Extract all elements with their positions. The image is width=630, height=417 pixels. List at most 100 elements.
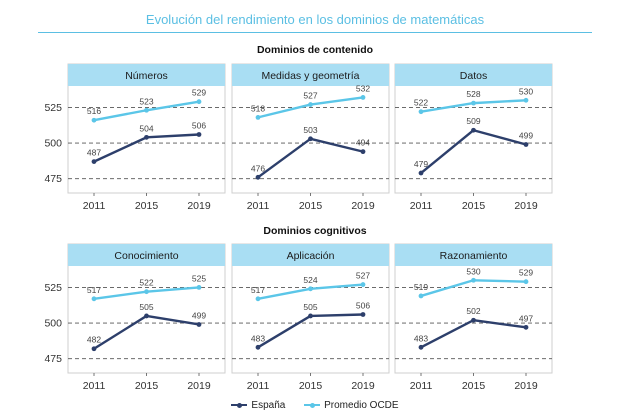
y-tick-label-conocimiento-525: 525 xyxy=(44,282,62,294)
panel-header-conocimiento xyxy=(68,244,225,266)
data-label-numeros-promedio-ocde-2015: 523 xyxy=(139,96,153,106)
data-label-conocimiento-espana-2011: 482 xyxy=(87,335,101,345)
data-point-razonamiento-espana-2019 xyxy=(523,324,529,330)
data-point-numeros-espana-2015 xyxy=(144,134,149,140)
x-tick-label-datos-2011: 2011 xyxy=(410,200,433,212)
data-label-numeros-espana-2011: 487 xyxy=(87,148,101,158)
title-divider xyxy=(38,32,592,33)
data-point-razonamiento-promedio-ocde-2019 xyxy=(523,279,529,285)
data-label-razonamiento-promedio-ocde-2011: 519 xyxy=(414,282,428,292)
data-point-aplicacion-promedio-ocde-2011 xyxy=(255,296,261,302)
data-label-medidas-y-geometria-promedio-ocde-2015: 527 xyxy=(303,91,317,101)
data-label-aplicacion-espana-2015: 505 xyxy=(303,302,317,312)
panel-title-razonamiento: Razonamiento xyxy=(440,250,508,262)
data-point-conocimiento-espana-2011 xyxy=(91,346,97,352)
data-point-aplicacion-promedio-ocde-2015 xyxy=(308,286,313,292)
data-label-razonamiento-espana-2019: 497 xyxy=(519,313,533,323)
data-label-datos-promedio-ocde-2019: 530 xyxy=(519,86,533,96)
data-label-razonamiento-promedio-ocde-2019: 529 xyxy=(519,268,533,278)
panel-header-numeros xyxy=(68,64,225,86)
y-tick-label-conocimiento-500: 500 xyxy=(44,318,62,330)
data-point-datos-promedio-ocde-2011 xyxy=(418,109,424,115)
data-label-datos-promedio-ocde-2015: 528 xyxy=(466,89,480,99)
data-point-conocimiento-espana-2015 xyxy=(144,313,149,319)
data-point-medidas-y-geometria-promedio-ocde-2019 xyxy=(360,95,366,100)
data-point-razonamiento-promedio-ocde-2015 xyxy=(471,277,476,283)
legend-item-espana: España xyxy=(231,400,285,411)
data-label-numeros-promedio-ocde-2019: 529 xyxy=(192,88,206,98)
y-tick-label-conocimiento-475: 475 xyxy=(44,353,62,365)
legend-swatch-espana xyxy=(231,402,248,408)
data-label-datos-espana-2015: 509 xyxy=(466,116,480,126)
legend-swatch-ocde xyxy=(304,402,321,408)
x-tick-label-medidas-y-geometria-2015: 2015 xyxy=(299,200,323,212)
data-point-conocimiento-espana-2019 xyxy=(196,322,202,327)
data-label-razonamiento-espana-2011: 483 xyxy=(414,333,428,343)
data-label-datos-espana-2011: 479 xyxy=(414,159,428,169)
data-point-medidas-y-geometria-espana-2019 xyxy=(360,149,366,155)
data-point-medidas-y-geometria-espana-2011 xyxy=(255,174,261,180)
data-point-numeros-espana-2019 xyxy=(196,132,202,137)
data-point-datos-promedio-ocde-2019 xyxy=(523,97,529,103)
panel-title-aplicacion: Aplicación xyxy=(287,250,335,262)
data-point-aplicacion-espana-2015 xyxy=(308,313,313,319)
data-point-numeros-promedio-ocde-2019 xyxy=(196,99,202,105)
x-tick-label-razonamiento-2011: 2011 xyxy=(410,380,433,392)
data-point-numeros-espana-2011 xyxy=(91,159,97,165)
data-label-aplicacion-promedio-ocde-2019: 527 xyxy=(356,271,370,281)
panel-title-numeros: Números xyxy=(125,70,168,82)
data-point-numeros-promedio-ocde-2015 xyxy=(144,107,149,113)
data-label-medidas-y-geometria-promedio-ocde-2011: 518 xyxy=(251,103,265,113)
chart-title: Evolución del rendimiento en los dominio… xyxy=(145,12,485,27)
panel-header-datos xyxy=(395,64,552,86)
panel-title-datos: Datos xyxy=(460,70,487,82)
data-label-medidas-y-geometria-espana-2011: 476 xyxy=(251,163,265,173)
data-label-conocimiento-promedio-ocde-2019: 525 xyxy=(192,273,206,283)
y-tick-label-numeros-525: 525 xyxy=(44,102,62,114)
x-tick-label-datos-2019: 2019 xyxy=(514,200,538,212)
data-point-razonamiento-espana-2015 xyxy=(471,317,476,323)
data-point-razonamiento-espana-2011 xyxy=(418,344,424,350)
data-point-datos-promedio-ocde-2015 xyxy=(471,100,476,106)
data-point-conocimiento-promedio-ocde-2011 xyxy=(91,296,97,302)
data-label-numeros-espana-2019: 506 xyxy=(192,121,206,131)
data-point-aplicacion-espana-2019 xyxy=(360,312,366,317)
panel-title-conocimiento: Conocimiento xyxy=(114,250,178,262)
data-point-razonamiento-promedio-ocde-2011 xyxy=(418,293,424,299)
data-label-conocimiento-espana-2019: 499 xyxy=(192,310,206,320)
y-tick-label-numeros-475: 475 xyxy=(44,173,62,185)
data-point-medidas-y-geometria-espana-2015 xyxy=(308,136,313,142)
legend: España Promedio OCDE xyxy=(0,398,630,411)
x-tick-label-numeros-2015: 2015 xyxy=(135,200,159,212)
data-label-aplicacion-promedio-ocde-2011: 517 xyxy=(251,285,265,295)
data-label-conocimiento-espana-2015: 505 xyxy=(139,302,153,312)
data-label-aplicacion-espana-2019: 506 xyxy=(356,301,370,311)
legend-label-ocde: Promedio OCDE xyxy=(324,399,399,411)
data-label-razonamiento-promedio-ocde-2015: 530 xyxy=(466,266,480,276)
x-tick-label-aplicacion-2011: 2011 xyxy=(247,380,270,392)
x-tick-label-numeros-2011: 2011 xyxy=(83,200,106,212)
x-tick-label-conocimiento-2011: 2011 xyxy=(83,380,106,392)
x-tick-label-medidas-y-geometria-2019: 2019 xyxy=(351,200,375,212)
data-point-medidas-y-geometria-promedio-ocde-2015 xyxy=(308,102,313,107)
legend-label-espana: España xyxy=(251,399,286,411)
data-point-datos-espana-2019 xyxy=(523,142,529,147)
x-tick-label-razonamiento-2015: 2015 xyxy=(462,380,486,392)
x-tick-label-aplicacion-2015: 2015 xyxy=(299,380,323,392)
data-point-conocimiento-promedio-ocde-2015 xyxy=(144,289,149,295)
panel-header-razonamiento xyxy=(395,244,552,266)
data-point-aplicacion-espana-2011 xyxy=(255,344,261,350)
x-tick-label-numeros-2019: 2019 xyxy=(187,200,211,212)
x-tick-label-conocimiento-2019: 2019 xyxy=(187,380,211,392)
data-label-numeros-promedio-ocde-2011: 516 xyxy=(87,106,101,116)
data-label-datos-espana-2019: 499 xyxy=(519,130,533,140)
data-point-numeros-promedio-ocde-2011 xyxy=(91,117,97,123)
data-label-aplicacion-espana-2011: 483 xyxy=(251,333,265,343)
data-point-datos-espana-2015 xyxy=(471,127,476,133)
x-tick-label-razonamiento-2019: 2019 xyxy=(514,380,538,392)
data-label-conocimiento-promedio-ocde-2015: 522 xyxy=(139,278,153,288)
data-point-medidas-y-geometria-promedio-ocde-2011 xyxy=(255,114,261,120)
x-tick-label-aplicacion-2019: 2019 xyxy=(351,380,375,392)
data-label-medidas-y-geometria-espana-2015: 503 xyxy=(303,125,317,135)
data-label-aplicacion-promedio-ocde-2015: 524 xyxy=(303,275,317,285)
